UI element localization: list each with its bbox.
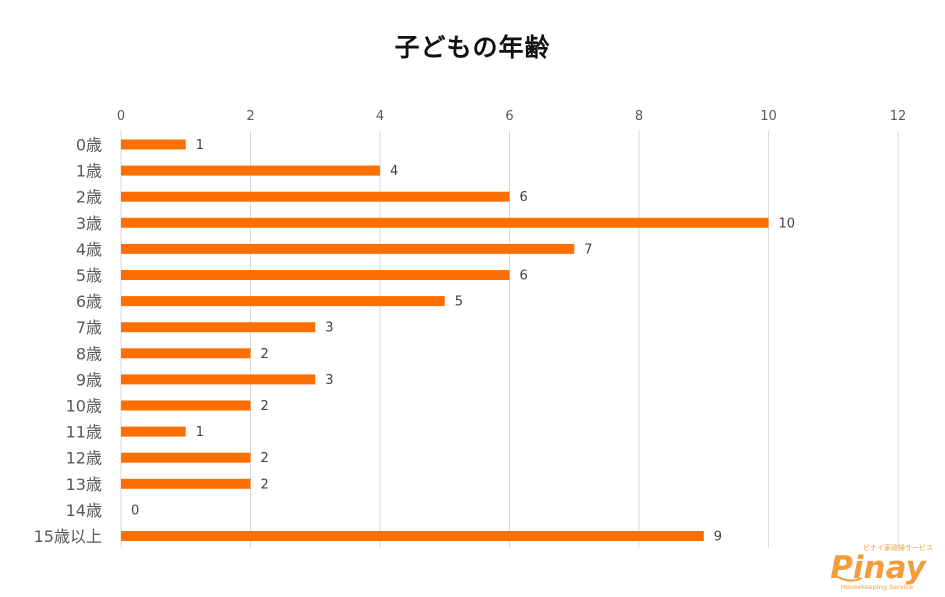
bar bbox=[121, 296, 445, 307]
bar bbox=[121, 374, 316, 385]
x-tick-label: 8 bbox=[635, 109, 643, 124]
data-label: 9 bbox=[714, 530, 722, 545]
data-label: 1 bbox=[196, 425, 204, 440]
category-label: 14歳 bbox=[66, 501, 102, 520]
data-labels: 1 4 6 10 7 6 5 3 2 3 2 1 2 2 0 9 bbox=[131, 138, 795, 545]
bars bbox=[121, 139, 769, 541]
data-label: 2 bbox=[261, 477, 269, 492]
category-label: 12歳 bbox=[66, 449, 102, 468]
bar bbox=[121, 400, 251, 411]
data-label: 10 bbox=[779, 216, 796, 231]
x-tick-label: 2 bbox=[246, 109, 254, 124]
bar bbox=[121, 243, 575, 254]
bar bbox=[121, 217, 769, 228]
chart-title: 子どもの年齢 bbox=[394, 33, 551, 62]
category-label: 0歳 bbox=[76, 136, 102, 155]
category-label: 9歳 bbox=[76, 370, 102, 389]
data-label: 5 bbox=[455, 295, 463, 310]
logo-tagline: ピナイ家政婦サービス bbox=[863, 543, 933, 552]
category-label: 5歳 bbox=[76, 266, 102, 285]
x-tick-label: 6 bbox=[505, 109, 513, 124]
bar bbox=[121, 191, 510, 202]
bar bbox=[121, 139, 186, 150]
data-label: 1 bbox=[196, 138, 204, 153]
data-label: 6 bbox=[520, 190, 528, 205]
logo-subtitle: Housekeeping Service bbox=[841, 583, 913, 591]
category-label: 1歳 bbox=[76, 162, 102, 181]
category-label: 4歳 bbox=[76, 240, 102, 259]
bar bbox=[121, 165, 380, 176]
x-tick-label: 10 bbox=[760, 109, 777, 124]
logo-swoosh bbox=[835, 575, 863, 582]
category-label: 10歳 bbox=[66, 397, 102, 416]
category-label: 6歳 bbox=[76, 292, 102, 311]
bar bbox=[121, 426, 186, 437]
bar bbox=[121, 270, 510, 280]
category-label: 11歳 bbox=[66, 423, 102, 442]
data-label: 3 bbox=[325, 373, 333, 388]
pinay-logo: ピナイ家政婦サービス Pinay Housekeeping Service bbox=[830, 543, 933, 591]
data-label: 6 bbox=[520, 269, 528, 284]
category-label: 13歳 bbox=[66, 475, 102, 494]
data-label: 0 bbox=[131, 503, 139, 518]
category-labels: 0歳 1歳 2歳 3歳 4歳 5歳 6歳 7歳 8歳 9歳 10歳 11歳 12歳 13歳 14歳 15歳以上 bbox=[34, 136, 102, 547]
x-tick-label: 4 bbox=[376, 109, 384, 124]
category-label: 8歳 bbox=[76, 344, 102, 363]
bar bbox=[121, 348, 251, 359]
category-label: 2歳 bbox=[76, 188, 102, 207]
data-label: 2 bbox=[261, 399, 269, 414]
data-label: 2 bbox=[261, 451, 269, 466]
data-label: 3 bbox=[325, 321, 333, 336]
data-label: 4 bbox=[390, 164, 398, 179]
bar bbox=[121, 478, 251, 489]
x-axis-ticks: 0 2 4 6 8 10 12 bbox=[117, 109, 906, 124]
x-tick-label: 0 bbox=[117, 109, 125, 124]
bar bbox=[121, 452, 251, 463]
data-label: 7 bbox=[584, 242, 592, 257]
bar bbox=[121, 531, 704, 541]
category-label: 3歳 bbox=[76, 214, 102, 233]
bar bbox=[121, 322, 316, 333]
data-label: 2 bbox=[261, 347, 269, 362]
x-tick-label: 12 bbox=[890, 109, 907, 124]
category-label: 7歳 bbox=[76, 318, 102, 337]
category-label: 15歳以上 bbox=[34, 527, 102, 546]
